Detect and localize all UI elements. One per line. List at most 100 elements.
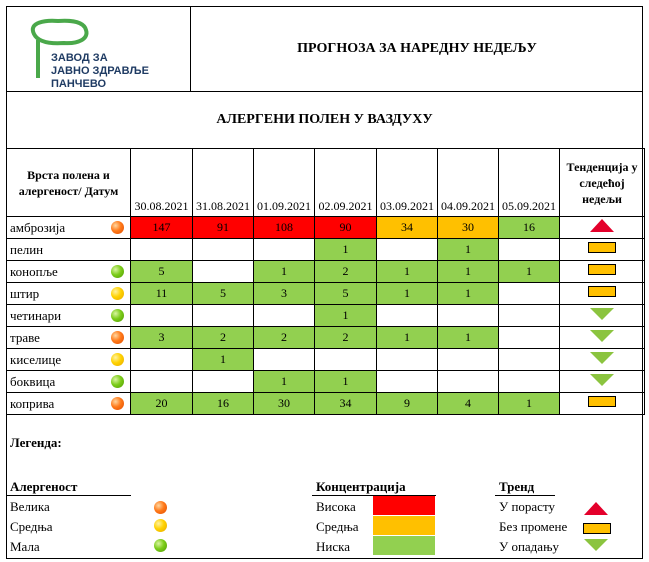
low-allergen-dot-icon (111, 375, 124, 388)
value-cell: 1 (376, 282, 438, 305)
value-cell: 16 (192, 392, 254, 415)
table-row: конопље 5 1 2 1 1 1 (6, 260, 645, 283)
value-cell (130, 238, 193, 261)
table-row: коприва 20 16 30 34 9 4 1 (6, 392, 645, 415)
value-cell: 108 (253, 216, 315, 239)
value-cell: 34 (314, 392, 377, 415)
swatch-high (373, 496, 435, 515)
value-cell: 1 (437, 238, 499, 261)
value-cell: 4 (437, 392, 499, 415)
value-cell (192, 238, 254, 261)
value-cell: 1 (314, 304, 377, 327)
value-cell: 9 (376, 392, 438, 415)
logo: ЗАВОД ЗА ЈАВНО ЗДРАВЉЕ ПАНЧЕВО (6, 6, 191, 91)
value-cell (253, 238, 315, 261)
legend-allergenicity-heading: Алергеност (10, 479, 78, 494)
logo-mark-icon (30, 18, 89, 78)
value-cell (376, 238, 438, 261)
legend-trend-up: У порасту (499, 499, 555, 514)
value-cell: 1 (498, 260, 560, 283)
value-cell (192, 260, 254, 283)
pollen-name: коприва (10, 395, 55, 411)
trend-up-icon (590, 219, 614, 232)
pollen-name: штир (10, 285, 40, 301)
low-allergen-dot-icon (111, 265, 124, 278)
trend-flat-icon (588, 264, 616, 275)
header-trend-cell: Тенденција у следећој недељи (559, 148, 645, 217)
date-header: 04.09.2021 (437, 148, 499, 217)
value-cell: 91 (192, 216, 254, 239)
pollen-name: траве (10, 329, 40, 345)
header-type-cell: Врста полена и алергеност/ Датум (6, 148, 131, 217)
value-cell: 1 (192, 348, 254, 371)
legend: Легенда: Алергеност Велика Средња Мала К… (6, 431, 643, 559)
trend-up-icon (584, 502, 608, 515)
legend-allergen-mid: Средња (10, 519, 53, 534)
pollen-name-cell: траве (6, 326, 131, 349)
value-cell (376, 348, 438, 371)
table-row: штир 11 5 3 5 1 1 (6, 282, 645, 305)
page-subtitle: АЛЕРГЕНИ ПОЛЕН У ВАЗДУХУ (6, 91, 643, 149)
value-cell: 20 (130, 392, 193, 415)
legend-allergen-high: Велика (10, 499, 50, 514)
trend-cell (559, 260, 645, 283)
low-allergen-dot-icon (154, 539, 167, 552)
high-allergen-dot-icon (111, 397, 124, 410)
mid-allergen-dot-icon (111, 287, 124, 300)
value-cell (130, 370, 193, 393)
table-row: четинари 1 (6, 304, 645, 327)
value-cell (130, 348, 193, 371)
value-cell (498, 326, 560, 349)
table-row: пелин 1 1 (6, 238, 645, 261)
value-cell: 1 (437, 282, 499, 305)
pollen-name-cell: пелин (6, 238, 131, 261)
trend-down-icon (590, 351, 614, 364)
value-cell (498, 370, 560, 393)
value-cell: 5 (192, 282, 254, 305)
high-allergen-dot-icon (111, 331, 124, 344)
value-cell: 1 (253, 370, 315, 393)
table-row: траве 3 2 2 2 1 1 (6, 326, 645, 349)
trend-down-icon (590, 307, 614, 320)
logo-text: ЗАВОД ЗА ЈАВНО ЗДРАВЉЕ ПАНЧЕВО (51, 52, 149, 91)
value-cell (376, 304, 438, 327)
date-header: 31.08.2021 (192, 148, 254, 217)
pollen-name-cell: штир (6, 282, 131, 305)
table-row: киселице 1 (6, 348, 645, 371)
date-header: 01.09.2021 (253, 148, 315, 217)
mid-allergen-dot-icon (154, 519, 167, 532)
trend-flat-icon (588, 396, 616, 407)
value-cell: 1 (253, 260, 315, 283)
trend-cell (559, 304, 645, 327)
legend-trend-heading: Тренд (499, 479, 535, 494)
pollen-name-cell: четинари (6, 304, 131, 327)
value-cell: 5 (314, 282, 377, 305)
value-cell: 5 (130, 260, 193, 283)
trend-cell (559, 238, 645, 261)
pollen-name-cell: конопље (6, 260, 131, 283)
divider (312, 495, 436, 496)
value-cell: 1 (498, 392, 560, 415)
legend-conc-high: Висока (316, 499, 356, 514)
date-header: 05.09.2021 (498, 148, 560, 217)
pollen-name: пелин (10, 241, 44, 257)
legend-title: Легенда: (10, 435, 62, 450)
trend-cell (559, 282, 645, 305)
logo-line-1: ЗАВОД ЗА (51, 52, 108, 64)
pollen-name-cell: боквица (6, 370, 131, 393)
value-cell (130, 304, 193, 327)
value-cell: 11 (130, 282, 193, 305)
pollen-name-cell: коприва (6, 392, 131, 415)
pollen-name: четинари (10, 307, 62, 323)
value-cell (192, 370, 254, 393)
value-cell: 3 (130, 326, 193, 349)
date-header: 03.09.2021 (376, 148, 438, 217)
legend-conc-mid: Средња (316, 519, 359, 534)
swatch-mid (373, 516, 435, 535)
value-cell: 1 (376, 260, 438, 283)
table-row: боквица 1 1 (6, 370, 645, 393)
trend-cell (559, 370, 645, 393)
pollen-name: амброзија (10, 219, 66, 235)
mid-allergen-dot-icon (111, 353, 124, 366)
trend-down-icon (590, 373, 614, 386)
